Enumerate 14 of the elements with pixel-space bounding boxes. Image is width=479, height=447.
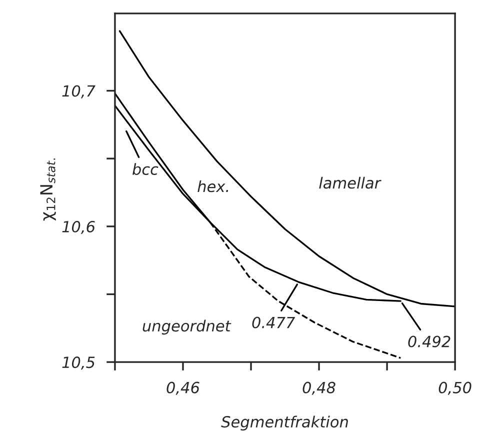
y-axis-title: χ$_{12}$N$_{stat.}$ [40,158,56,221]
annotation: 0.492 [408,336,450,348]
x-tick-label: 0,46 [166,382,200,395]
annotation: bcc [132,163,158,175]
y-tick-label: 10,6 [62,220,95,234]
annotation: lamellar [319,176,382,189]
x-tick-label: 0,48 [302,382,336,395]
x-tick-label: 0,50 [438,382,472,395]
annotation: hex. [198,180,228,192]
x-axis-title: Segmentfraktion [221,416,348,431]
y-tick-label: 10,7 [62,85,96,98]
annotation: ungeordnet [142,320,232,335]
y-tick-label: 10,5 [62,356,95,370]
annotation: 0.477 [252,316,296,328]
